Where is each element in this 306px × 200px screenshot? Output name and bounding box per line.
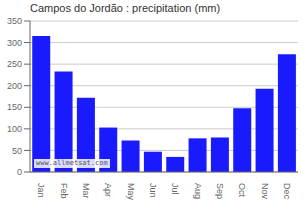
svg-text:Feb: Feb [59, 183, 69, 199]
svg-text:250: 250 [8, 59, 22, 69]
svg-text:Nov: Nov [260, 183, 270, 200]
svg-text:100: 100 [8, 124, 22, 134]
svg-text:Jan: Jan [36, 183, 46, 198]
svg-text:Mar: Mar [81, 183, 91, 199]
svg-text:Jul: Jul [170, 183, 180, 195]
svg-text:0: 0 [17, 167, 22, 177]
svg-text:200: 200 [8, 81, 22, 91]
svg-text:350: 350 [8, 17, 22, 26]
svg-text:Apr: Apr [103, 183, 113, 197]
html-text:Campos do Jordão : precipitati: Campos do Jordão : precipitation (mm) [30, 2, 221, 14]
html-text:www.allmetsat.com: www.allmetsat.com [36, 159, 108, 167]
svg-text:Sep: Sep [215, 183, 225, 199]
svg-text:Dec: Dec [282, 183, 292, 200]
svg-text:50: 50 [12, 146, 22, 156]
svg-text:Oct: Oct [237, 183, 247, 198]
svg-text:Aug: Aug [193, 183, 203, 199]
svg-text:150: 150 [8, 102, 22, 112]
svg-text:Jun: Jun [148, 183, 158, 198]
svg-text:May: May [126, 183, 136, 200]
svg-text:300: 300 [8, 38, 22, 48]
